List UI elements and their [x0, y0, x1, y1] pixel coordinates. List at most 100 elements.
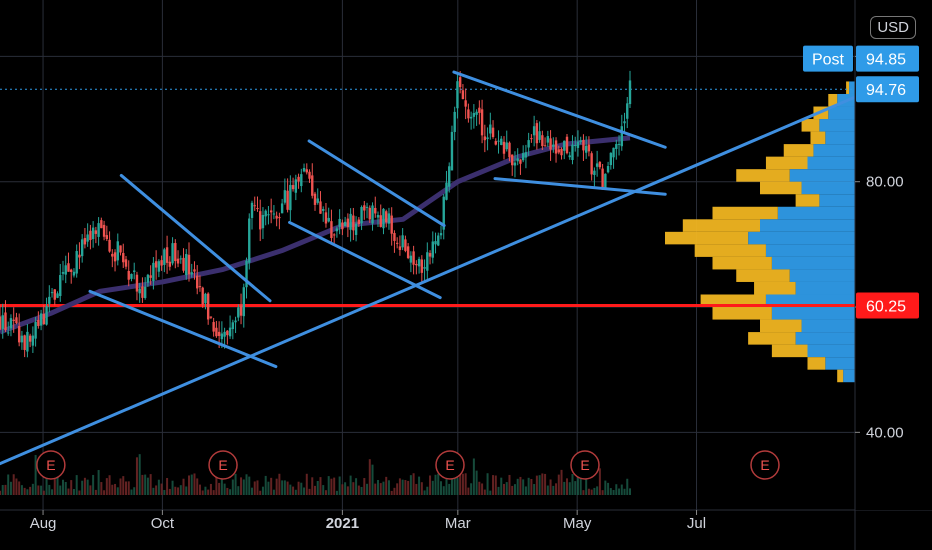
- candle-body: [332, 234, 336, 236]
- candle-body: [286, 190, 289, 210]
- currency-badge[interactable]: USD: [870, 16, 916, 39]
- volume-bar: [190, 474, 193, 495]
- volume-bar: [64, 481, 67, 495]
- earnings-marker[interactable]: [208, 450, 238, 480]
- price-label-bg: [856, 76, 919, 103]
- candle-body: [475, 111, 478, 115]
- volume-bar: [220, 473, 223, 495]
- candle-body: [171, 243, 174, 264]
- candle-body: [620, 126, 623, 147]
- trend-line[interactable]: [493, 177, 667, 196]
- candle-body: [31, 335, 35, 346]
- trend-line[interactable]: [288, 220, 442, 300]
- volume-bar: [576, 474, 579, 495]
- vp-bar-down: [712, 206, 778, 220]
- price-tick-label: 40.00: [866, 424, 904, 441]
- volume-bar: [289, 484, 292, 495]
- earnings-marker[interactable]: [750, 450, 780, 480]
- volume-bar: [149, 474, 152, 495]
- candle-body: [376, 215, 380, 218]
- earnings-marker[interactable]: [435, 450, 465, 480]
- volume-bar: [135, 457, 138, 495]
- candle-body: [360, 206, 363, 224]
- vp-bar-down: [837, 369, 844, 383]
- earnings-marker-label: E: [445, 457, 454, 473]
- candle-body: [513, 162, 517, 166]
- volume-bar: [105, 478, 108, 495]
- candle-body: [439, 233, 443, 236]
- candle-body: [272, 213, 276, 215]
- candle-body: [417, 258, 421, 267]
- vp-bar-up: [771, 256, 855, 270]
- volume-bar: [83, 477, 86, 495]
- volume-bar: [29, 486, 32, 495]
- earnings-marker[interactable]: [36, 450, 66, 480]
- candle-body: [198, 286, 202, 288]
- volume-bar: [497, 486, 500, 495]
- candle-body: [267, 214, 270, 216]
- volume-bar: [442, 486, 445, 495]
- trend-line[interactable]: [307, 139, 446, 228]
- candle-body: [480, 109, 484, 136]
- volume-bar: [146, 477, 149, 495]
- volume-bar: [516, 478, 519, 495]
- vp-bar-up: [765, 294, 855, 308]
- candle-body: [220, 333, 224, 340]
- volume-bar: [368, 459, 371, 495]
- volume-bar: [453, 474, 456, 495]
- candle-body: [395, 242, 399, 244]
- candle-body: [489, 124, 492, 134]
- volume-bar: [198, 484, 201, 495]
- candle-body: [15, 317, 18, 323]
- candle-body: [89, 230, 92, 241]
- volume-bar: [486, 473, 489, 495]
- volume-bar: [604, 480, 607, 495]
- candle-body: [72, 271, 76, 276]
- volume-bar: [546, 485, 549, 495]
- vp-bar-up: [801, 181, 855, 195]
- trend-line[interactable]: [119, 173, 272, 303]
- vp-bar-down: [700, 294, 766, 308]
- vp-bar-down: [810, 131, 826, 145]
- candle-body: [587, 144, 591, 152]
- volume-bar: [344, 482, 347, 495]
- volume-bar: [226, 487, 229, 495]
- candle-body: [239, 305, 243, 316]
- volume-bar: [492, 475, 495, 495]
- vp-bar-up: [819, 119, 855, 132]
- volume-bar: [330, 478, 333, 495]
- volume-bar: [472, 458, 475, 495]
- candle-body: [226, 330, 229, 336]
- volume-bar: [448, 483, 451, 495]
- candle-body: [341, 222, 344, 230]
- volume-bar: [108, 475, 111, 495]
- trend-line[interactable]: [452, 70, 667, 149]
- candle-body: [61, 272, 65, 274]
- volume-bar: [305, 473, 308, 495]
- volume-bar: [157, 479, 160, 495]
- volume-bar: [209, 483, 212, 495]
- vp-bar-up: [765, 244, 855, 257]
- candle-body: [387, 213, 391, 224]
- trend-lines[interactable]: [0, 70, 857, 466]
- candle-body: [500, 138, 503, 145]
- earnings-marker[interactable]: [570, 450, 600, 480]
- candle-body: [609, 152, 613, 166]
- volume-bar: [179, 485, 182, 495]
- candle-body: [187, 254, 191, 275]
- volume-bar: [467, 487, 470, 495]
- trend-line[interactable]: [88, 289, 278, 369]
- volume-bar: [81, 480, 84, 495]
- volume-bar: [489, 490, 492, 495]
- volume-bar: [450, 478, 453, 495]
- trend-line[interactable]: [0, 95, 857, 466]
- candle-body: [70, 269, 73, 272]
- candle-body: [604, 173, 607, 189]
- candle-body: [615, 144, 618, 149]
- candle-body: [595, 163, 599, 167]
- vp-bar-up: [807, 156, 855, 170]
- volume-bar: [629, 488, 631, 495]
- volume-bars: [0, 454, 631, 495]
